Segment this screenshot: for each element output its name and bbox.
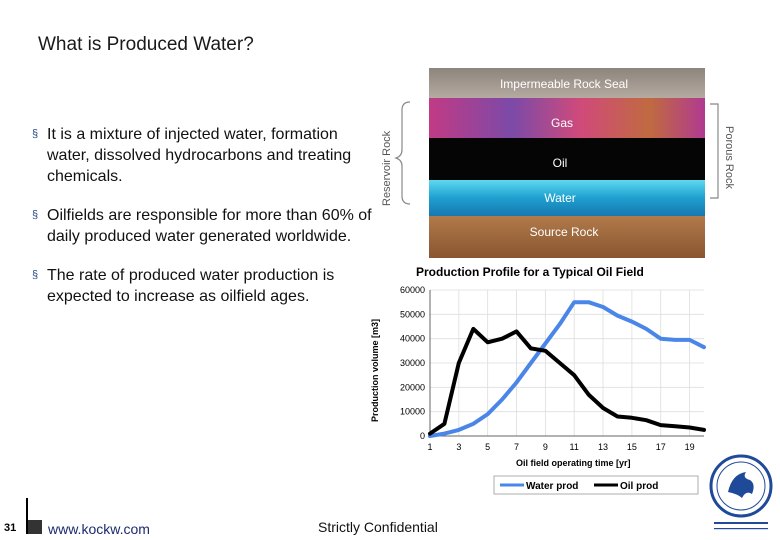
porous-rock-label: Porous Rock — [723, 126, 735, 189]
y-tick-label: 30000 — [400, 358, 425, 368]
x-tick-label: 15 — [627, 442, 637, 452]
seal-label: Impermeable Rock Seal — [500, 77, 628, 91]
water-label: Water — [544, 191, 576, 205]
bullet-text: It is a mixture of injected water, forma… — [47, 126, 352, 185]
footer-divider — [26, 498, 28, 534]
bullet-marker-icon: § — [32, 128, 39, 140]
footer-url-link[interactable]: www.kockw.com — [48, 521, 150, 537]
bullet-marker-icon: § — [32, 269, 39, 281]
oil-prod-series-line — [428, 326, 706, 436]
reservoir-rock-label: Reservoir Rock — [381, 130, 393, 206]
falcon-icon — [728, 472, 754, 498]
company-logo — [709, 454, 773, 530]
x-tick-label: 13 — [598, 442, 608, 452]
left-bracket: Reservoir Rock — [381, 101, 411, 206]
y-tick-label: 20000 — [400, 382, 425, 392]
production-chart: Production Profile for a Typical Oil Fie… — [370, 265, 706, 495]
y-tick-label: 40000 — [400, 334, 425, 344]
bullet-item: § It is a mixture of injected water, form… — [32, 124, 372, 187]
bullet-item: § Oilfields are responsible for more than… — [32, 205, 372, 247]
chart-legend: Water prod Oil prod — [493, 475, 699, 495]
gas-label: Gas — [551, 116, 573, 130]
x-tick-label: 7 — [514, 442, 519, 452]
footer-square-icon — [28, 520, 42, 534]
x-tick-label: 3 — [456, 442, 461, 452]
water-prod-series-line — [428, 300, 706, 438]
x-tick-label: 5 — [485, 442, 490, 452]
slide-title: What is Produced Water? — [38, 34, 254, 55]
page-number: 31 — [4, 522, 17, 534]
x-tick-label: 19 — [685, 442, 695, 452]
x-tick-label: 1 — [427, 442, 432, 452]
bullet-text: Oilfields are responsible for more than … — [47, 207, 372, 245]
source-rock-label: Source Rock — [530, 225, 600, 239]
y-tick-label: 60000 — [400, 285, 425, 295]
y-tick-label: 50000 — [400, 309, 425, 319]
confidential-notice: Strictly Confidential — [318, 519, 438, 535]
oil-label: Oil — [553, 156, 568, 170]
x-tick-label: 9 — [543, 442, 548, 452]
layer-labels: Impermeable Rock Seal Gas Oil Water Sour… — [500, 77, 628, 239]
bullet-marker-icon: § — [32, 209, 39, 221]
x-tick-label: 17 — [656, 442, 666, 452]
reservoir-strata-diagram: Reservoir Rock Impermeable Rock Seal Gas… — [381, 68, 735, 258]
x-axis-label: Oil field operating time [yr] — [516, 458, 631, 468]
y-axis-label: Production volume [m3] — [370, 319, 380, 422]
legend-oil-label: Oil prod — [620, 481, 658, 492]
right-bracket: Porous Rock — [710, 103, 735, 199]
y-tick-label: 10000 — [400, 407, 425, 417]
y-tick-label: 0 — [420, 431, 425, 441]
chart-title: Production Profile for a Typical Oil Fie… — [416, 265, 644, 279]
bullet-list: § It is a mixture of injected water, form… — [32, 124, 372, 325]
x-tick-label: 11 — [570, 442, 579, 452]
bullet-text: The rate of produced water production is… — [47, 267, 335, 305]
bullet-item: § The rate of produced water production i… — [32, 265, 372, 307]
legend-water-label: Water prod — [526, 481, 578, 492]
